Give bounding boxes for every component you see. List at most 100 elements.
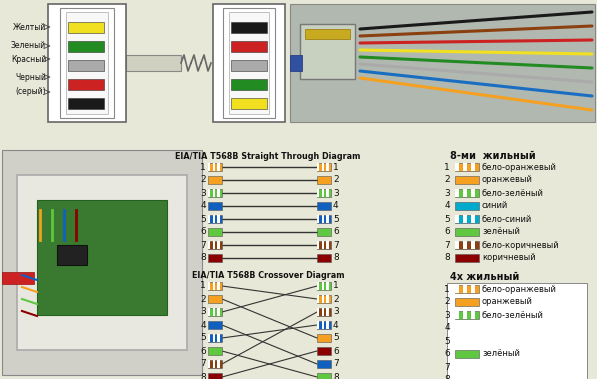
Bar xyxy=(208,163,210,171)
Bar xyxy=(217,360,220,368)
Bar xyxy=(68,98,104,109)
Bar xyxy=(290,4,595,122)
Bar xyxy=(208,373,222,379)
Text: зелёный: зелёный xyxy=(482,349,520,359)
Bar xyxy=(213,189,215,197)
Bar xyxy=(447,283,587,379)
Text: 3: 3 xyxy=(444,188,450,197)
Bar xyxy=(327,321,329,329)
Text: 7: 7 xyxy=(333,360,338,368)
Text: 4: 4 xyxy=(201,202,206,210)
Text: 4х жильный: 4х жильный xyxy=(450,272,519,282)
Bar xyxy=(229,12,269,114)
Bar xyxy=(213,308,215,316)
Text: Черный: Черный xyxy=(15,72,46,81)
Text: 8: 8 xyxy=(444,254,450,263)
Bar xyxy=(317,282,331,290)
Text: 8: 8 xyxy=(200,254,206,263)
Bar xyxy=(317,254,331,262)
Text: 4: 4 xyxy=(444,324,450,332)
Bar xyxy=(471,189,475,197)
Bar xyxy=(231,60,267,71)
Text: бело-оранжевый: бело-оранжевый xyxy=(482,285,557,293)
Bar xyxy=(217,334,220,342)
Bar xyxy=(463,311,467,319)
Bar xyxy=(217,215,220,223)
Bar xyxy=(455,189,479,197)
Bar xyxy=(463,285,467,293)
Text: 2: 2 xyxy=(201,175,206,185)
Bar xyxy=(322,215,324,223)
Bar xyxy=(57,245,87,265)
Text: 4: 4 xyxy=(201,321,206,329)
Bar xyxy=(455,163,479,171)
Bar xyxy=(455,285,479,293)
Bar xyxy=(317,347,331,355)
Bar xyxy=(463,215,467,223)
Bar xyxy=(317,321,331,329)
Bar xyxy=(68,79,104,90)
Bar xyxy=(455,202,479,210)
Text: 5: 5 xyxy=(333,334,338,343)
Bar xyxy=(208,347,222,355)
Bar xyxy=(231,98,267,109)
Bar xyxy=(317,308,331,316)
Bar xyxy=(305,29,350,39)
Text: 5: 5 xyxy=(444,337,450,346)
Text: 8: 8 xyxy=(444,376,450,379)
Bar xyxy=(2,150,202,375)
Text: Красный: Красный xyxy=(11,55,46,64)
Bar xyxy=(208,360,210,368)
Bar xyxy=(455,254,479,262)
Bar xyxy=(317,215,319,223)
Bar xyxy=(208,295,222,303)
Bar xyxy=(37,200,167,315)
Bar xyxy=(322,163,324,171)
Bar xyxy=(322,295,324,303)
Bar xyxy=(208,176,222,184)
Bar xyxy=(463,189,467,197)
Text: 2: 2 xyxy=(333,175,338,185)
Bar xyxy=(231,22,267,33)
Text: Зеленый: Зеленый xyxy=(11,41,46,50)
Bar xyxy=(455,350,479,358)
Bar xyxy=(208,202,222,210)
Text: 4: 4 xyxy=(444,202,450,210)
Text: 2: 2 xyxy=(201,294,206,304)
Bar xyxy=(322,189,324,197)
Text: 8: 8 xyxy=(200,373,206,379)
Text: бело-синий: бело-синий xyxy=(482,215,533,224)
Text: 1: 1 xyxy=(444,285,450,293)
Bar xyxy=(213,215,215,223)
Text: 6: 6 xyxy=(444,349,450,359)
Bar xyxy=(317,373,331,379)
Bar xyxy=(317,360,331,368)
Bar xyxy=(208,215,210,223)
Bar xyxy=(455,311,459,319)
Bar xyxy=(2,272,34,284)
Text: Желтый: Желтый xyxy=(13,22,46,31)
Text: 2: 2 xyxy=(333,294,338,304)
Text: 3: 3 xyxy=(200,188,206,197)
Bar xyxy=(327,215,329,223)
Bar xyxy=(68,41,104,52)
Bar xyxy=(455,215,459,223)
Bar xyxy=(327,163,329,171)
Bar xyxy=(327,241,329,249)
Text: 1: 1 xyxy=(200,282,206,290)
Bar xyxy=(208,334,210,342)
Bar xyxy=(208,254,222,262)
Bar xyxy=(322,308,324,316)
Bar xyxy=(322,321,324,329)
Bar xyxy=(317,215,331,223)
Bar xyxy=(217,241,220,249)
Bar xyxy=(208,282,222,290)
Bar xyxy=(213,163,215,171)
Bar xyxy=(208,241,210,249)
Text: 8: 8 xyxy=(333,254,338,263)
Bar xyxy=(463,241,467,249)
Text: (серый): (серый) xyxy=(16,88,46,97)
Bar xyxy=(317,176,331,184)
Bar xyxy=(455,285,459,293)
Bar xyxy=(317,163,331,171)
